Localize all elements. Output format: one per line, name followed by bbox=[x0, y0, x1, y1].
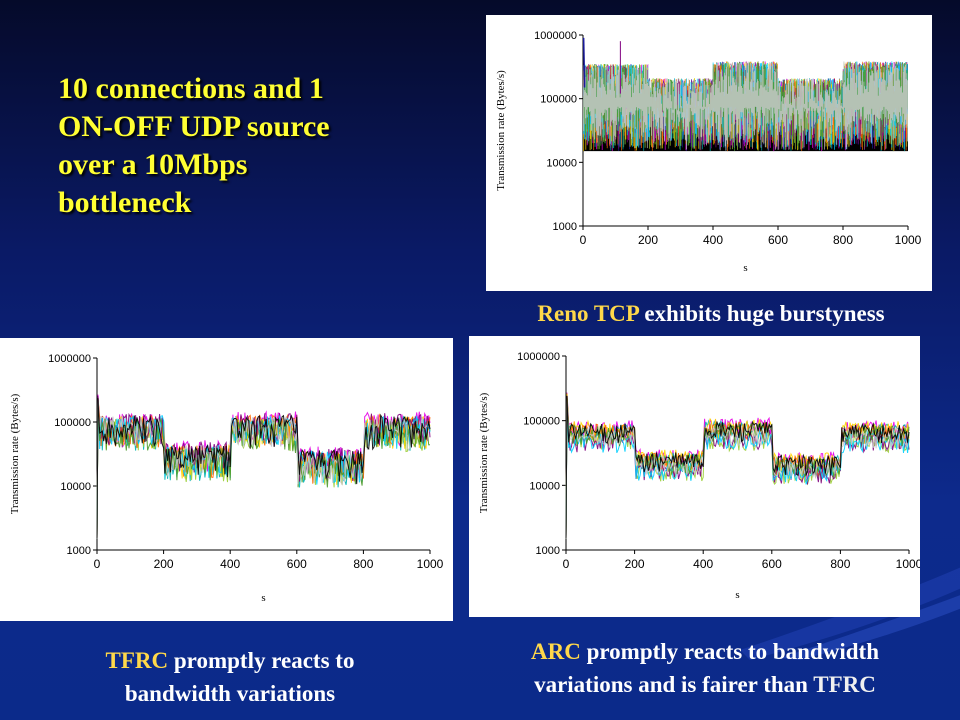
y-tick-label: 100000 bbox=[540, 94, 577, 106]
slide-title: 10 connections and 1 ON-OFF UDP source o… bbox=[58, 70, 448, 222]
arc-caption: ARC promptly reacts to bandwidth variati… bbox=[455, 635, 955, 701]
x-tick-label: 1000 bbox=[896, 557, 920, 571]
series-line bbox=[565, 404, 910, 539]
tfrc-caption-highlight: TFRC bbox=[105, 648, 169, 673]
x-axis-label: s bbox=[735, 589, 739, 601]
series-line bbox=[565, 393, 910, 539]
reno-chart: 1000 10000 100000 1000000 0 200 400 600 800 1000 s… bbox=[495, 30, 922, 274]
x-tick-label: 800 bbox=[830, 557, 850, 571]
series-line bbox=[583, 61, 908, 151]
y-tick-label: 10000 bbox=[546, 157, 577, 169]
arc-chart: 1000 10000 100000 1000000 0 200 400 600 800 1000 s… bbox=[478, 351, 920, 601]
y-tick-label: 1000 bbox=[553, 221, 577, 233]
title-line: ON-OFF UDP source bbox=[58, 110, 330, 143]
x-tick-label: 0 bbox=[580, 233, 587, 247]
x-tick-label: 1000 bbox=[895, 233, 922, 247]
arc-caption-text-1: promptly reacts to bandwidth bbox=[580, 639, 880, 664]
series-line bbox=[96, 399, 431, 539]
y-tick-label: 1000000 bbox=[517, 351, 560, 363]
reno-caption-highlight: Reno TCP bbox=[537, 301, 639, 326]
x-tick-label: 0 bbox=[563, 557, 570, 571]
y-axis-label: Transmission rate (Bytes/s) bbox=[495, 70, 507, 191]
x-tick-label: 200 bbox=[154, 557, 174, 571]
y-tick-label: 1000000 bbox=[48, 353, 91, 365]
y-tick-label: 1000 bbox=[536, 545, 560, 557]
x-tick-label: 200 bbox=[625, 557, 645, 571]
series-group bbox=[96, 394, 431, 539]
arc-caption-text-2: variations and is fairer than bbox=[534, 672, 814, 697]
y-tick-label: 100000 bbox=[523, 416, 560, 428]
reno-caption: Reno TCP exhibits huge burstyness bbox=[462, 297, 960, 330]
y-tick-label: 1000000 bbox=[534, 30, 577, 42]
arc-caption-emph: TFRC bbox=[813, 672, 876, 697]
arc-caption-highlight: ARC bbox=[530, 639, 581, 664]
series-line bbox=[565, 395, 910, 539]
x-tick-label: 800 bbox=[353, 557, 373, 571]
y-tick-label: 1000 bbox=[67, 545, 91, 557]
series-line bbox=[582, 37, 586, 88]
tfrc-caption-text-2: bandwidth variations bbox=[124, 681, 336, 706]
y-tick-label: 10000 bbox=[60, 481, 91, 493]
series-line bbox=[565, 395, 910, 539]
series-line bbox=[565, 397, 910, 539]
series-line bbox=[565, 396, 910, 539]
x-tick-label: 400 bbox=[220, 557, 240, 571]
x-tick-label: 600 bbox=[768, 233, 788, 247]
series-line bbox=[565, 392, 910, 539]
tfrc-chart-panel: 1000 10000 100000 1000000 0 200 400 600 800 1000 s… bbox=[0, 338, 453, 621]
tfrc-caption-text-1: promptly reacts to bbox=[168, 648, 355, 673]
title-line: bottleneck bbox=[58, 186, 192, 219]
x-tick-label: 400 bbox=[693, 557, 713, 571]
y-tick-label: 10000 bbox=[529, 480, 560, 492]
arc-chart-panel: 1000 10000 100000 1000000 0 200 400 600 800 1000 s… bbox=[469, 336, 920, 617]
x-tick-label: 800 bbox=[833, 233, 853, 247]
tfrc-chart: 1000 10000 100000 1000000 0 200 400 600 800 1000 s… bbox=[9, 353, 444, 604]
x-tick-label: 0 bbox=[94, 557, 101, 571]
reno-caption-text: exhibits huge burstyness bbox=[638, 301, 885, 326]
x-tick-label: 600 bbox=[762, 557, 782, 571]
x-axis-label: s bbox=[743, 262, 747, 274]
y-tick-label: 100000 bbox=[54, 417, 91, 429]
title-line: 10 connections and 1 bbox=[58, 72, 324, 105]
y-axis-label: Transmission rate (Bytes/s) bbox=[478, 392, 490, 513]
series-line bbox=[565, 400, 910, 539]
x-tick-label: 400 bbox=[703, 233, 723, 247]
x-tick-label: 200 bbox=[638, 233, 658, 247]
x-tick-label: 1000 bbox=[417, 557, 444, 571]
series-group bbox=[565, 392, 910, 539]
reno-chart-panel: 1000 10000 100000 1000000 0 200 400 600 800 1000 s… bbox=[486, 15, 932, 291]
tfrc-caption: TFRC promptly reacts to bandwidth variat… bbox=[30, 644, 430, 710]
y-axis-label: Transmission rate (Bytes/s) bbox=[9, 393, 21, 514]
x-axis-label: s bbox=[261, 592, 265, 604]
series-line bbox=[96, 398, 431, 539]
series-group bbox=[582, 37, 908, 152]
title-line: over a 10Mbps bbox=[58, 148, 248, 181]
x-tick-label: 600 bbox=[287, 557, 307, 571]
